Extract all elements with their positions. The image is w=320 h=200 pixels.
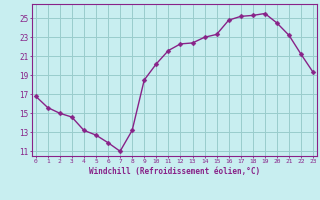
X-axis label: Windchill (Refroidissement éolien,°C): Windchill (Refroidissement éolien,°C) [89, 167, 260, 176]
